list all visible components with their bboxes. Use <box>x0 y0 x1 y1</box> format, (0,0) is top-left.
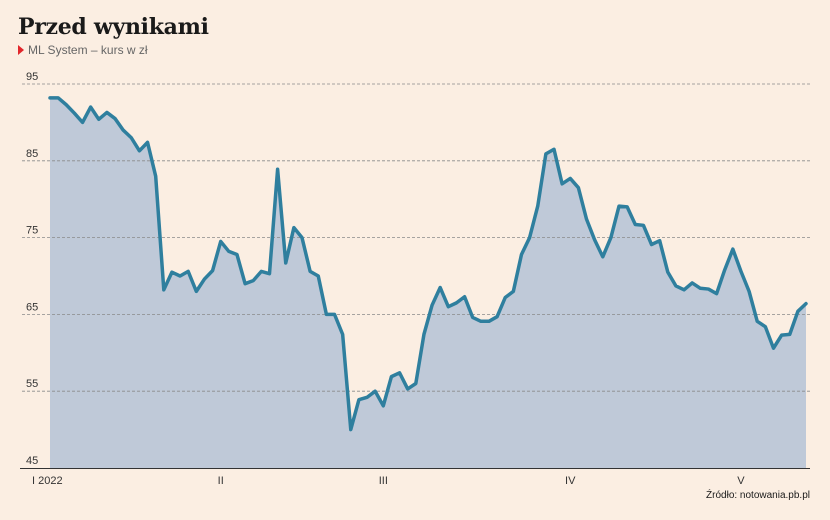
y-tick-label-45: 45 <box>26 455 38 467</box>
price-line <box>48 96 808 432</box>
source-note: Źródło: notowania.pb.pl <box>706 490 810 501</box>
triangle-marker-icon <box>18 45 24 55</box>
y-tick-label-55: 55 <box>26 378 38 390</box>
chart-subtitle-text: ML System – kurs w zł <box>28 43 148 57</box>
chart-title: Przed wynikami <box>18 14 209 40</box>
y-tick-label-65: 65 <box>26 301 38 313</box>
y-tick-label-95: 95 <box>26 71 38 83</box>
x-tick-label: II <box>218 475 224 487</box>
x-tick-label: I 2022 <box>32 475 63 487</box>
x-tick-label: V <box>737 475 745 487</box>
y-tick-label-75: 75 <box>26 225 38 237</box>
x-tick-label: III <box>379 475 388 487</box>
chart-subtitle: ML System – kurs w zł <box>18 43 148 57</box>
x-tick-label: IV <box>565 475 576 487</box>
price-area <box>50 97 806 468</box>
y-tick-label-85: 85 <box>26 148 38 160</box>
